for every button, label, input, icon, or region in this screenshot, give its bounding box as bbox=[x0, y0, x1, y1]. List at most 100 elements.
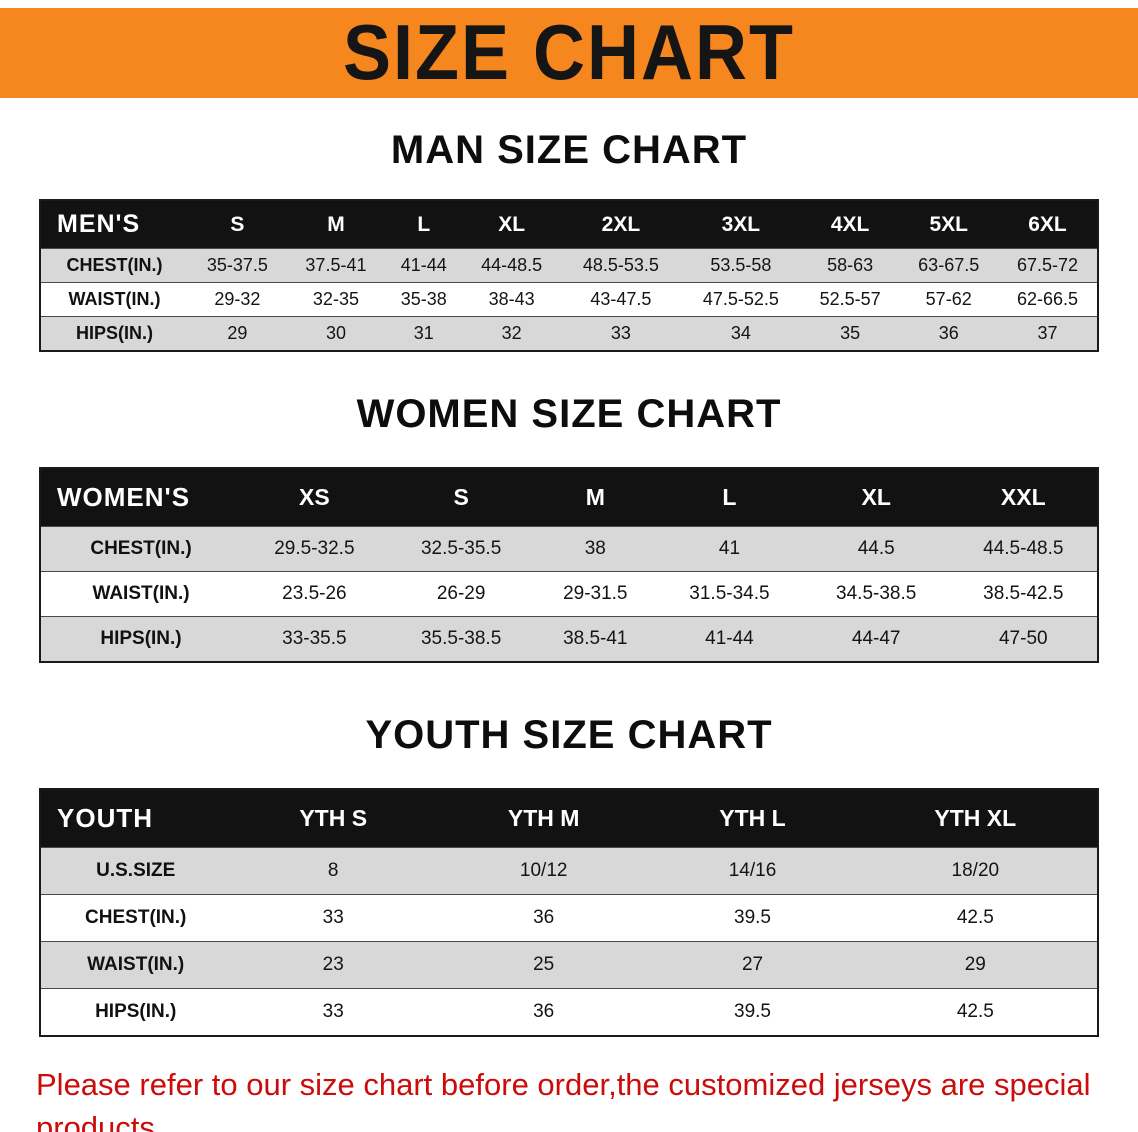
size-value: 58-63 bbox=[827, 255, 874, 275]
corner-label: YOUTH bbox=[57, 803, 153, 833]
size-value: 41 bbox=[718, 538, 741, 559]
footer-note: Please refer to our size chart before or… bbox=[0, 1063, 1138, 1132]
size-value: 43-47.5 bbox=[590, 289, 652, 309]
size-value: 31 bbox=[413, 323, 434, 343]
measurement-row: WAIST(IN.) 23 25 27 29 bbox=[40, 941, 1098, 989]
women-section-heading: WOMEN SIZE CHART bbox=[356, 392, 782, 436]
size-value: 67.5-72 bbox=[1016, 255, 1079, 275]
header-row: WOMEN'S XS S M L XL XXL bbox=[40, 468, 1098, 527]
size-value: 32-35 bbox=[312, 289, 359, 309]
size-column-header: 2XL bbox=[601, 212, 641, 236]
size-value: 33-35.5 bbox=[282, 628, 347, 649]
measurement-row: HIPS(IN.) 33-35.5 35.5-38.5 38.5-41 41-44 44-… bbox=[40, 616, 1098, 662]
size-value: 29-31.5 bbox=[563, 583, 628, 604]
size-value: 44.5-48.5 bbox=[983, 538, 1064, 559]
size-value: 33 bbox=[610, 323, 631, 343]
size-value: 29 bbox=[964, 954, 986, 975]
measurement-row: CHEST(IN.) 35-37.5 37.5-41 41-44 44-48.5 48.5… bbox=[40, 248, 1098, 283]
size-column-header: XS bbox=[299, 484, 330, 510]
size-column-header: 6XL bbox=[1028, 212, 1067, 236]
row-label: WAIST(IN.) bbox=[87, 954, 185, 975]
size-value: 39.5 bbox=[734, 1001, 771, 1022]
row-label: CHEST(IN.) bbox=[66, 255, 163, 275]
size-value: 33 bbox=[322, 1001, 344, 1022]
size-value: 38-43 bbox=[488, 289, 535, 309]
size-value: 35-37.5 bbox=[206, 255, 268, 275]
size-column-header: L bbox=[722, 484, 737, 510]
size-value: 8 bbox=[327, 860, 339, 881]
size-value: 52.5-57 bbox=[819, 289, 881, 309]
size-column-header: 4XL bbox=[830, 212, 870, 236]
measurement-row: U.S.SIZE 8 10/12 14/16 18/20 bbox=[40, 847, 1098, 895]
size-value: 63-67.5 bbox=[918, 255, 980, 275]
size-value: 10/12 bbox=[519, 860, 568, 881]
size-value: 36 bbox=[938, 323, 959, 343]
table-body: CHEST(IN.) 29.5-32.5 32.5-35.5 38 41 44.5 44.5… bbox=[40, 526, 1098, 662]
size-column-header: M bbox=[327, 212, 345, 236]
size-value: 39.5 bbox=[734, 907, 771, 928]
measurement-row: HIPS(IN.) 29 30 31 32 33 34 35 36 37 bbox=[40, 316, 1098, 351]
size-value: 37 bbox=[1037, 323, 1058, 343]
size-column-header: S bbox=[453, 484, 469, 510]
size-value: 41-44 bbox=[705, 628, 754, 649]
corner-label: WOMEN'S bbox=[57, 482, 191, 512]
size-value: 44-47 bbox=[851, 628, 901, 649]
size-value: 42.5 bbox=[956, 1001, 994, 1022]
size-column-header: S bbox=[230, 212, 245, 236]
size-value: 36 bbox=[533, 907, 555, 928]
size-value: 42.5 bbox=[956, 907, 994, 928]
size-column-header: L bbox=[417, 212, 431, 236]
row-label: WAIST(IN.) bbox=[68, 289, 161, 309]
size-value: 44-48.5 bbox=[481, 255, 543, 275]
table-head: YOUTH YTH S YTH M YTH L YTH XL bbox=[40, 789, 1098, 848]
size-column-header: YTH XL bbox=[934, 805, 1017, 831]
size-value: 30 bbox=[325, 323, 346, 343]
size-value: 34 bbox=[730, 323, 751, 343]
size-value: 41-44 bbox=[400, 255, 447, 275]
note-line-1: Please refer to our size chart before or… bbox=[36, 1067, 1091, 1132]
measurement-row: WAIST(IN.) 29-32 32-35 35-38 38-43 43-47.5 47.… bbox=[40, 282, 1098, 317]
men-size-chart-section: MAN SIZE CHART MEN'S S M L XL 2XL 3XL 4XL 5XL 6XL… bbox=[0, 128, 1138, 352]
size-value: 29.5-32.5 bbox=[274, 538, 355, 559]
men-section-heading: MAN SIZE CHART bbox=[390, 128, 748, 172]
size-value: 44.5 bbox=[857, 538, 895, 559]
size-value: 35 bbox=[840, 323, 861, 343]
row-label: CHEST(IN.) bbox=[90, 538, 192, 559]
table-body: U.S.SIZE 8 10/12 14/16 18/20 CHEST(IN.) 33 36 39… bbox=[40, 847, 1098, 1036]
women-size-chart-section: WOMEN SIZE CHART WOMEN'S XS S M L XL XXL CHEST(… bbox=[0, 392, 1138, 663]
size-value: 14/16 bbox=[728, 860, 777, 881]
size-value: 26-29 bbox=[436, 583, 486, 604]
measurement-row: CHEST(IN.) 33 36 39.5 42.5 bbox=[40, 894, 1098, 942]
youth-size-chart-section: YOUTH SIZE CHART YOUTH YTH S YTH M YTH L YTH… bbox=[0, 713, 1138, 1037]
banner-title: SIZE CHART bbox=[343, 9, 795, 97]
size-chart-banner: SIZE CHART bbox=[0, 8, 1138, 98]
corner-label: MEN'S bbox=[57, 210, 141, 238]
measurement-row: WAIST(IN.) 23.5-26 26-29 29-31.5 31.5-34.5 34… bbox=[40, 571, 1098, 617]
size-value: 47.5-52.5 bbox=[702, 289, 779, 309]
size-value: 32 bbox=[501, 323, 522, 343]
size-value: 31.5-34.5 bbox=[689, 583, 770, 604]
size-value: 23.5-26 bbox=[282, 583, 347, 604]
size-column-header: YTH S bbox=[299, 805, 368, 831]
size-column-header: 5XL bbox=[929, 212, 968, 236]
size-value: 48.5-53.5 bbox=[582, 255, 659, 275]
size-value: 57-62 bbox=[925, 289, 972, 309]
size-value: 38.5-41 bbox=[563, 628, 628, 649]
row-label: HIPS(IN.) bbox=[95, 1001, 177, 1022]
size-value: 27 bbox=[741, 954, 764, 975]
size-value: 38 bbox=[584, 538, 606, 559]
table-head: MEN'S S M L XL 2XL 3XL 4XL 5XL 6XL bbox=[40, 200, 1098, 249]
size-value: 35.5-38.5 bbox=[420, 628, 502, 649]
table-body: CHEST(IN.) 35-37.5 37.5-41 41-44 44-48.5 48.5… bbox=[40, 248, 1098, 351]
men-size-table: MEN'S S M L XL 2XL 3XL 4XL 5XL 6XL CHEST(IN.) 35-37… bbox=[39, 199, 1099, 352]
size-column-header: 3XL bbox=[721, 212, 761, 236]
size-value: 53.5-58 bbox=[710, 255, 772, 275]
measurement-row: HIPS(IN.) 33 36 39.5 42.5 bbox=[40, 988, 1098, 1036]
size-value: 29-32 bbox=[214, 289, 261, 309]
size-column-header: YTH M bbox=[507, 805, 580, 831]
size-value: 62-66.5 bbox=[1016, 289, 1079, 309]
size-column-header: YTH L bbox=[719, 805, 786, 831]
youth-size-table: YOUTH YTH S YTH M YTH L YTH XL U.S.SIZE 8 10/12… bbox=[39, 788, 1099, 1037]
size-column-header: XL bbox=[861, 484, 891, 510]
size-value: 34.5-38.5 bbox=[836, 583, 917, 604]
